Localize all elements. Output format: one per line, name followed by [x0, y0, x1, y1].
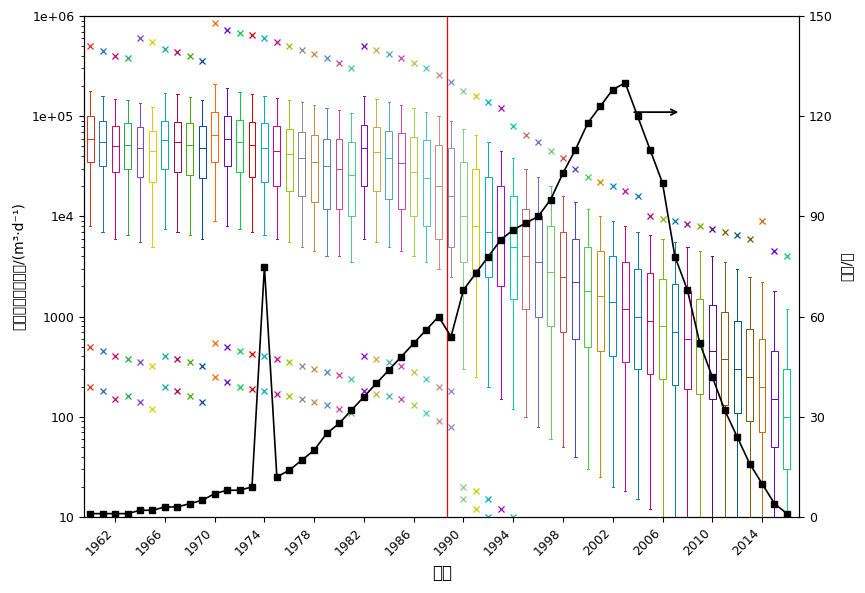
- Bar: [472, 168, 479, 269]
- Bar: [522, 209, 529, 309]
- Bar: [759, 339, 766, 432]
- Bar: [311, 135, 317, 202]
- Bar: [684, 291, 691, 389]
- Bar: [386, 130, 392, 199]
- Bar: [373, 127, 380, 191]
- X-axis label: 年份: 年份: [432, 564, 452, 582]
- Bar: [186, 123, 193, 175]
- Bar: [273, 126, 280, 186]
- Bar: [149, 130, 156, 182]
- Bar: [548, 226, 554, 326]
- Bar: [609, 256, 616, 356]
- Bar: [659, 279, 666, 379]
- Bar: [423, 140, 430, 226]
- Bar: [248, 122, 255, 177]
- Bar: [784, 369, 791, 469]
- Bar: [99, 121, 106, 166]
- Bar: [174, 122, 181, 171]
- Bar: [348, 142, 355, 216]
- Bar: [125, 123, 131, 168]
- Bar: [696, 299, 703, 394]
- Bar: [585, 247, 592, 347]
- Bar: [671, 285, 678, 384]
- Bar: [572, 238, 579, 339]
- Bar: [708, 305, 715, 399]
- Bar: [634, 269, 641, 369]
- Bar: [137, 127, 144, 177]
- Bar: [361, 125, 368, 186]
- Bar: [236, 120, 243, 171]
- Bar: [721, 313, 728, 406]
- Bar: [485, 177, 492, 277]
- Bar: [86, 116, 93, 162]
- Bar: [324, 139, 330, 209]
- Y-axis label: 数量/座: 数量/座: [840, 251, 854, 282]
- Bar: [647, 273, 653, 374]
- Bar: [497, 186, 504, 286]
- Bar: [285, 129, 292, 191]
- Bar: [447, 148, 454, 247]
- Bar: [112, 126, 119, 171]
- Bar: [535, 216, 541, 317]
- Bar: [746, 329, 753, 422]
- Bar: [398, 133, 405, 209]
- Y-axis label: 晴天日平均处理量/(m³·d⁻¹): 晴天日平均处理量/(m³·d⁻¹): [11, 203, 25, 330]
- Bar: [597, 251, 604, 352]
- Bar: [336, 139, 343, 209]
- Bar: [435, 145, 442, 238]
- Bar: [162, 121, 169, 168]
- Bar: [298, 132, 305, 196]
- Bar: [734, 321, 740, 413]
- Bar: [199, 126, 206, 178]
- Bar: [224, 116, 230, 166]
- Bar: [410, 137, 417, 216]
- Bar: [509, 196, 516, 299]
- Bar: [211, 112, 218, 162]
- Bar: [261, 123, 268, 182]
- Bar: [622, 262, 629, 362]
- Bar: [460, 162, 467, 262]
- Bar: [560, 232, 567, 332]
- Bar: [771, 352, 778, 447]
